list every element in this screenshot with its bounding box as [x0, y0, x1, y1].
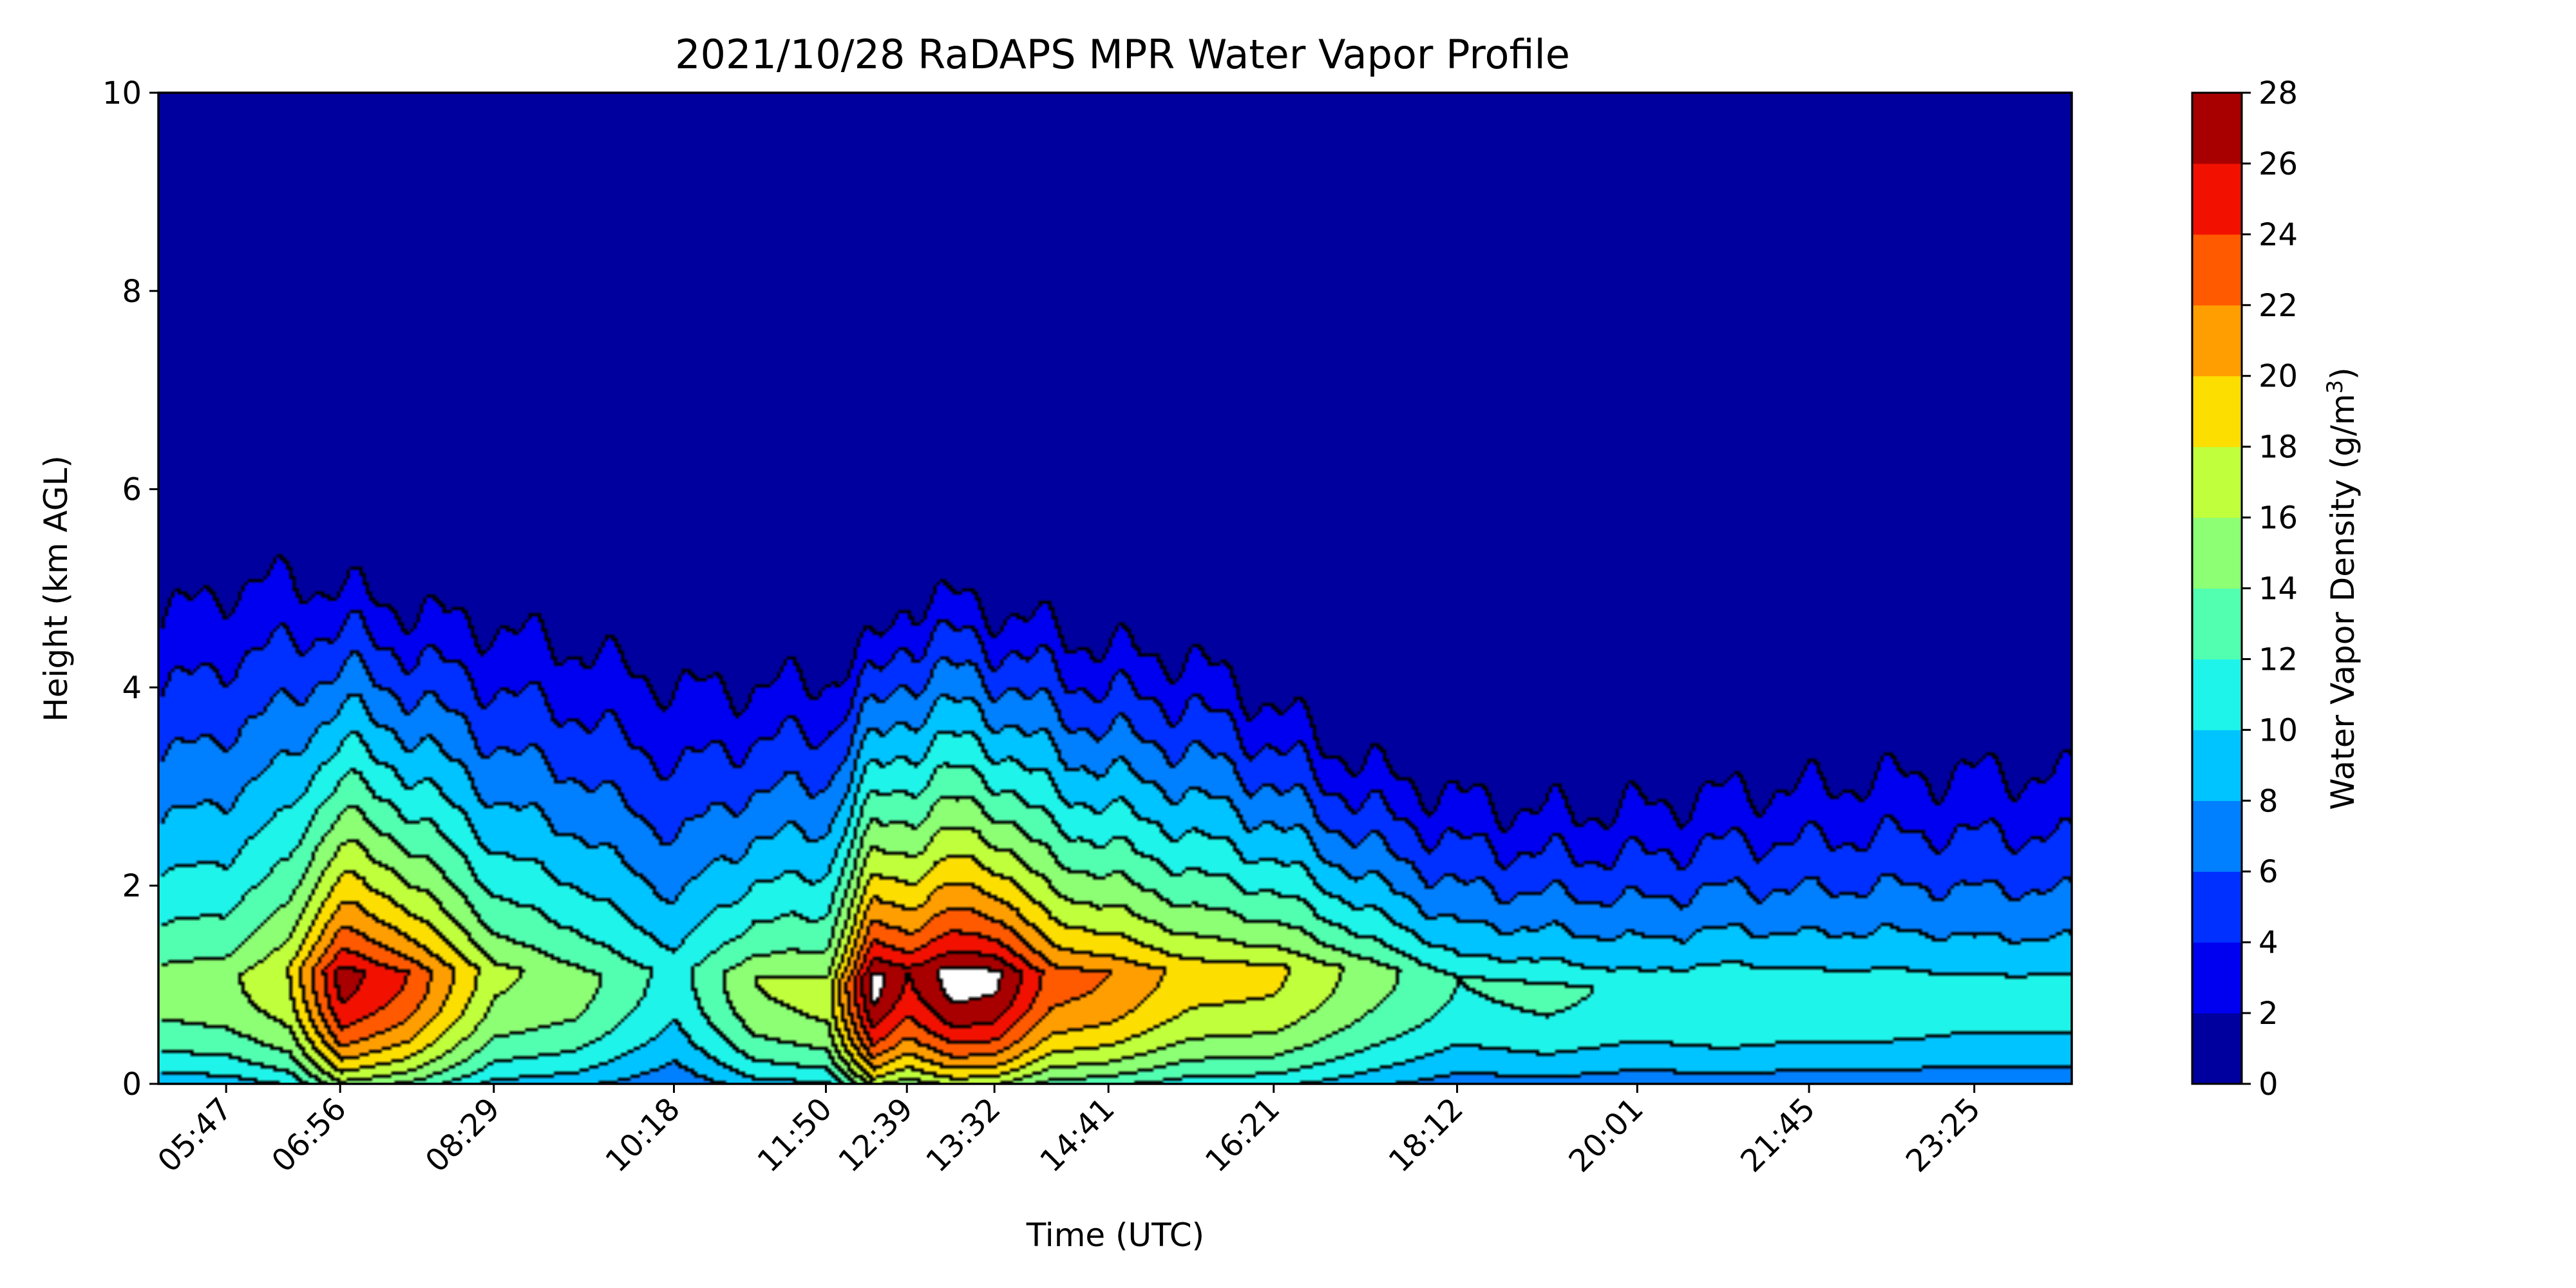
colorbar-swatch	[2192, 942, 2242, 1014]
colorbar-swatch	[2192, 871, 2242, 943]
colorbar-swatch	[2192, 588, 2242, 659]
x-tick-label: 23:25	[1899, 1091, 1987, 1179]
x-tick-label: 21:45	[1734, 1091, 1822, 1179]
colorbar-swatch	[2192, 659, 2242, 730]
x-tick-label: 06:56	[265, 1091, 353, 1179]
chart-title: 2021/10/28 RaDAPS MPR Water Vapor Profil…	[675, 31, 1570, 78]
x-tick-label: 08:29	[419, 1091, 507, 1179]
colorbar-tick-label: 22	[2259, 288, 2298, 324]
x-tick-label: 11:50	[751, 1091, 839, 1179]
colorbar-swatch	[2192, 234, 2242, 306]
colorbar-tick-label: 12	[2259, 641, 2298, 677]
colorbar-swatch	[2192, 730, 2242, 801]
colorbar-tick-label: 2	[2259, 996, 2278, 1032]
y-axis-label: Height (km AGL)	[37, 455, 75, 722]
x-tick-label: 16:21	[1198, 1091, 1287, 1179]
colorbar-tick-label: 0	[2259, 1066, 2278, 1103]
colorbar-tick-label: 28	[2259, 75, 2298, 111]
y-tick-label: 6	[122, 472, 142, 508]
colorbar-swatch	[2192, 93, 2242, 164]
colorbar-swatch	[2192, 375, 2242, 448]
x-tick-label: 13:32	[919, 1091, 1007, 1179]
colorbar-tick-label: 6	[2259, 854, 2278, 890]
colorbar-tick-label: 14	[2259, 571, 2298, 607]
x-tick-label: 12:39	[831, 1091, 920, 1179]
contour-plot-area	[157, 91, 2073, 1085]
colorbar-swatch	[2192, 446, 2242, 518]
colorbar-tick-label: 24	[2259, 217, 2298, 253]
colorbar-label: Water Vapor Density (g/m3)	[2322, 367, 2362, 810]
colorbar-swatch	[2192, 163, 2242, 235]
x-tick-label: 14:41	[1033, 1091, 1121, 1179]
y-axis: 0 2 4 6 8 10	[102, 75, 158, 1103]
colorbar-swatch	[2192, 800, 2242, 872]
y-tick-label: 4	[122, 670, 142, 706]
colorbar-tick-label: 20	[2259, 359, 2298, 395]
x-tick-label: 10:18	[599, 1091, 687, 1179]
colorbar-tick-label: 4	[2259, 925, 2278, 961]
x-tick-label: 18:12	[1382, 1091, 1470, 1179]
x-tick-label: 05:47	[151, 1091, 239, 1179]
water-vapor-contour-field	[158, 93, 2072, 1084]
colorbar-tick-label: 26	[2259, 146, 2298, 182]
colorbar-swatch	[2192, 1013, 2242, 1084]
colorbar-tick-label: 10	[2259, 712, 2298, 748]
y-tick-label: 2	[122, 868, 142, 904]
x-tick-label: 20:01	[1562, 1091, 1650, 1179]
y-tick-label: 0	[122, 1066, 142, 1103]
y-tick-label: 8	[122, 274, 142, 310]
colorbar-swatch	[2192, 517, 2242, 589]
colorbar-swatch	[2192, 305, 2242, 377]
colorbar	[2191, 91, 2243, 1085]
colorbar-tick-label: 8	[2259, 783, 2278, 819]
y-tick-label: 10	[102, 75, 142, 111]
colorbar-tick-label: 16	[2259, 500, 2298, 536]
x-axis-label: Time (UTC)	[1026, 1217, 1204, 1254]
colorbar-tick-label: 18	[2259, 430, 2298, 466]
plot-frame	[157, 91, 2073, 1085]
